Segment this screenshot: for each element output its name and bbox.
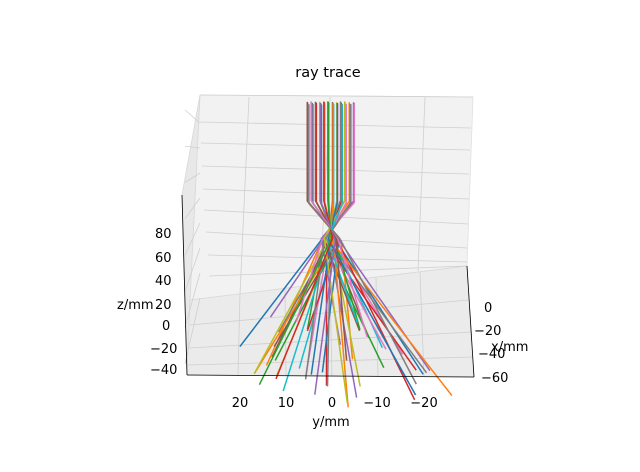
chart-title: ray trace	[295, 65, 361, 81]
grid-line-floor-7	[187, 356, 474, 366]
grid-line-back-2	[200, 142, 471, 151]
y-axis-label: y/mm	[312, 415, 349, 430]
y-tick-label: 10	[278, 396, 295, 411]
grid-line-back-1	[199, 121, 472, 129]
y-tick-labels: 20 10 0 −10 −20	[232, 396, 438, 411]
grid-line-side-6	[184, 272, 201, 328]
grid-line-side-0	[184, 109, 201, 124]
grid-line-back-0	[199, 94, 474, 98]
ray-line	[275, 101, 334, 380]
z-tick-label: 20	[155, 298, 172, 313]
z-tick-label: 40	[155, 274, 172, 289]
grid-line-side-1	[184, 145, 201, 149]
x-axis-line	[466, 265, 475, 378]
x-axis: 0 −20 −40 −60 x/mm	[466, 265, 528, 386]
ray-line	[310, 101, 368, 338]
x-tick-label: −20	[474, 324, 501, 339]
x-tick-label: −40	[478, 347, 505, 362]
ray-lines	[239, 101, 453, 408]
x-tick-label: 0	[484, 301, 492, 316]
grid-line-side-2	[184, 172, 201, 183]
ray-line	[314, 101, 348, 361]
z-axis-line	[181, 194, 188, 376]
grid-line-side-7	[184, 297, 201, 364]
grid-line-floor-0	[237, 293, 241, 376]
ray-line	[314, 103, 337, 395]
x-axis-label: x/mm	[491, 340, 528, 355]
ray-line	[327, 103, 417, 396]
z-tick-label: 60	[155, 251, 172, 266]
ray-line	[307, 103, 417, 385]
grid-line-back-3	[201, 165, 470, 175]
z-axis-label: z/mm	[117, 298, 154, 313]
y-tick-label: 0	[328, 396, 336, 411]
z-tick-label: −20	[150, 342, 177, 357]
y-axis-line	[186, 374, 475, 378]
ray-line	[258, 102, 333, 386]
grid-line-floor-6	[188, 331, 472, 349]
ray-line	[326, 104, 359, 323]
y-tick-label: −20	[410, 396, 437, 411]
ray-line	[323, 101, 349, 404]
ray-line	[329, 103, 453, 397]
z-tick-label: 0	[162, 319, 170, 334]
z-axis: 80 60 40 0 −20 −40 20 z/mm	[117, 194, 188, 378]
y-axis: 20 10 0 −10 −20 y/mm	[186, 374, 475, 430]
grid-line-vert-2	[417, 96, 426, 272]
grid-line-vert-0	[239, 96, 250, 295]
grid-line-side-3	[184, 197, 201, 219]
x-tick-labels: 0 −20 −40 −60	[474, 301, 508, 386]
ray-line	[304, 104, 352, 380]
z-tick-label: 80	[155, 227, 172, 242]
grid-line-side-5	[184, 247, 201, 292]
z-tick-label: −40	[150, 363, 177, 378]
y-tick-label: −10	[363, 396, 390, 411]
x-tick-label: −60	[481, 371, 508, 386]
y-tick-label: 20	[232, 396, 249, 411]
grid-line-side-4	[184, 222, 201, 256]
ray-line	[324, 103, 387, 350]
z-tick-labels: 80 60 40 0 −20 −40 20	[150, 227, 177, 378]
